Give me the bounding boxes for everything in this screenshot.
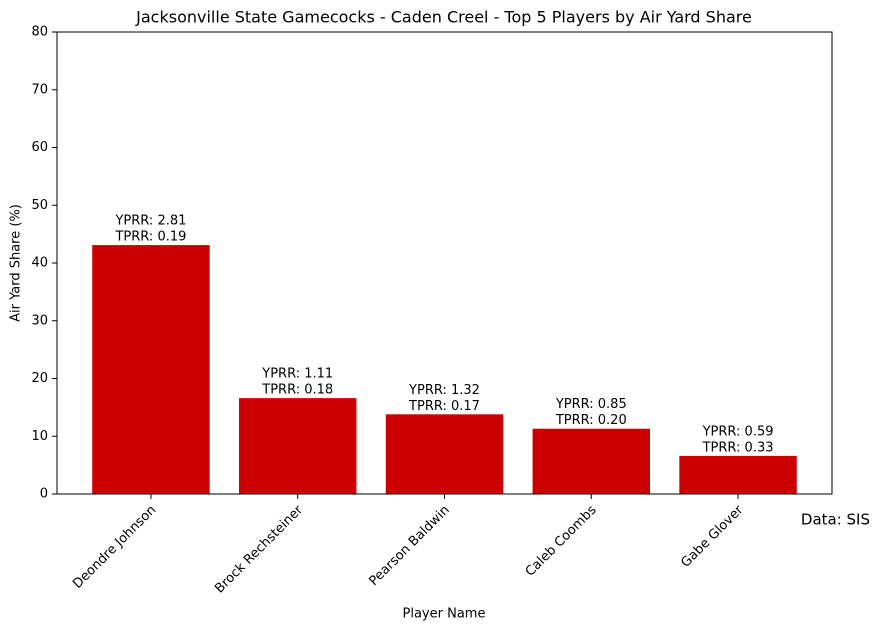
y-axis-label: Air Yard Share (%) (9, 204, 24, 322)
y-tick-label: 30 (31, 313, 48, 328)
bar-annotation: TPRR: 0.33 (702, 440, 774, 455)
bar-annotation: TPRR: 0.20 (555, 413, 627, 428)
x-tick-label: Deondre Johnson (70, 503, 159, 592)
plot-frame (56, 31, 833, 495)
x-tick-label: Gabe Glover (678, 502, 746, 570)
bar-annotation: YPRR: 0.59 (702, 424, 774, 439)
bar-annotation: YPRR: 0.85 (555, 397, 627, 412)
bar (532, 428, 650, 494)
bar-annotation: YPRR: 1.11 (261, 367, 333, 382)
x-tick-label: Brock Rechsteiner (212, 502, 306, 596)
bar-annotation: YPRR: 2.81 (114, 214, 186, 229)
y-tick-label: 70 (31, 82, 48, 97)
y-tick-label: 80 (31, 25, 48, 40)
source-note: Data: SIS (801, 511, 870, 529)
bar (385, 414, 504, 494)
bar-annotation: TPRR: 0.17 (408, 399, 480, 414)
y-tick-label: 40 (31, 256, 48, 271)
bar-annotation: TPRR: 0.19 (114, 230, 186, 245)
bar (239, 398, 357, 494)
y-tick-label: 10 (31, 429, 48, 444)
y-tick-label: 20 (31, 371, 48, 386)
y-tick-label: 0 (40, 487, 48, 502)
bar (92, 245, 210, 494)
y-tick-label: 60 (31, 140, 48, 155)
x-axis-label: Player Name (403, 607, 486, 622)
chart-title: Jacksonville State Gamecocks - Caden Cre… (135, 8, 752, 27)
y-tick-label: 50 (31, 198, 48, 213)
bar (679, 455, 797, 494)
bar-annotation: TPRR: 0.18 (261, 383, 333, 398)
bar-annotation: YPRR: 1.32 (408, 383, 480, 398)
x-tick-label: Caleb Coombs (523, 503, 600, 580)
x-tick-label: Pearson Baldwin (367, 503, 453, 589)
